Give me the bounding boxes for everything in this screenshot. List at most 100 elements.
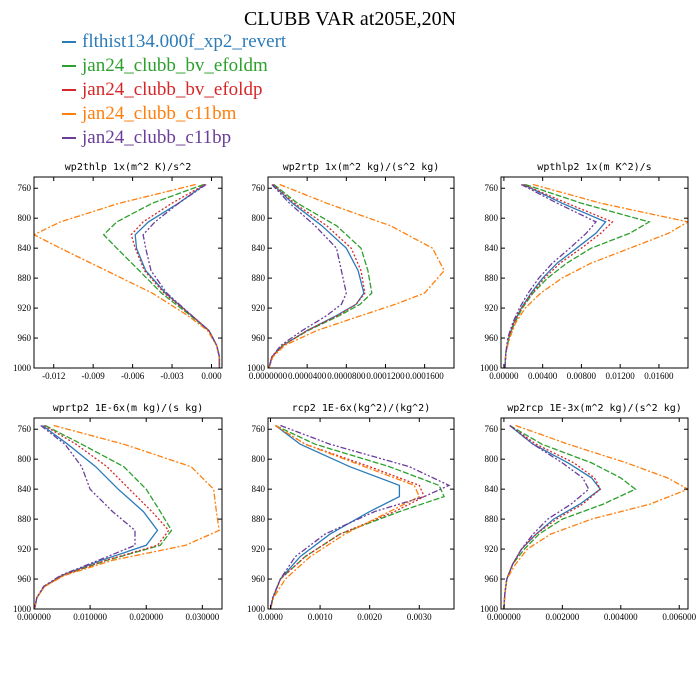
panel-title: rcp2 1E-6x(kg^2)/(kg^2) — [292, 403, 430, 414]
x-tick-label: 0.000000 — [487, 612, 521, 622]
panel-frame — [500, 176, 689, 369]
y-tick-label: 920 — [18, 544, 32, 554]
x-tick-label: 0.0000400 — [288, 371, 327, 381]
series-group — [34, 183, 221, 368]
panel: wprtp2 1E-6x(m kg)/(s kg) 760 800 840 880 920… — [13, 403, 223, 622]
series-line — [102, 183, 221, 368]
series-line — [503, 424, 590, 609]
y-tick-label: 920 — [485, 544, 499, 554]
y-tick-label: 1000 — [13, 363, 32, 373]
x-tick-label: 0.0030 — [407, 612, 432, 622]
panel-title: wp2rcp 1E-3x(m^2 kg)/(s^2 kg) — [507, 403, 682, 414]
x-tick-label: 0.000 — [201, 371, 222, 381]
x-tick-label: 0.0001600 — [406, 371, 445, 381]
y-tick-label: 880 — [485, 514, 499, 524]
y-tick-label: 920 — [252, 544, 266, 554]
y-tick-label: 840 — [252, 243, 266, 253]
y-tick-label: 1000 — [13, 604, 32, 614]
y-tick-label: 880 — [18, 514, 32, 524]
series-group — [504, 183, 688, 368]
panel: wp2rcp 1E-3x(m^2 kg)/(s^2 kg) 760 800 840 88… — [480, 403, 697, 622]
panel-frame — [33, 176, 223, 369]
x-tick-label: 0.004000 — [604, 612, 638, 622]
panel-frame — [33, 417, 223, 610]
y-tick-label: 800 — [252, 454, 266, 464]
x-tick-label: 0.0000000 — [249, 371, 288, 381]
legend-item: jan24_clubb_c11bp — [62, 126, 286, 150]
x-tick-label: 0.000000 — [17, 612, 51, 622]
series-line — [268, 184, 365, 368]
y-tick-label: 880 — [252, 273, 266, 283]
legend-swatch — [62, 113, 76, 115]
series-line — [504, 183, 607, 368]
series-line — [269, 424, 421, 609]
x-tick-label: -0.006 — [121, 371, 145, 381]
series-line — [268, 184, 347, 368]
series-line — [503, 424, 688, 609]
series-line — [503, 424, 637, 609]
panel: rcp2 1E-6x(kg^2)/(kg^2) 760 800 840 880 920 96… — [247, 403, 455, 622]
x-tick-label: 0.010000 — [73, 612, 107, 622]
legend: flthist134.000f_xp2_revert jan24_clubb_b… — [62, 30, 286, 150]
x-tick-label: 0.00400 — [528, 371, 558, 381]
legend-item: jan24_clubb_bv_efoldp — [62, 78, 286, 102]
y-tick-label: 800 — [18, 454, 32, 464]
series-line — [504, 183, 598, 368]
legend-item: jan24_clubb_bv_efoldm — [62, 54, 286, 78]
panel: wp2rtp 1x(m^2 kg)/(s^2 kg) 760 800 840 880 92… — [247, 162, 455, 381]
y-tick-label: 800 — [485, 454, 499, 464]
x-tick-label: -0.009 — [82, 371, 106, 381]
y-tick-label: 960 — [252, 333, 266, 343]
series-line — [142, 183, 221, 368]
panel-title: wpthlp2 1x(m K^2)/s — [537, 162, 651, 173]
x-tick-label: 0.0020 — [357, 612, 382, 622]
panel-frame — [267, 417, 455, 610]
y-tick-label: 960 — [485, 574, 499, 584]
series-line — [134, 183, 221, 368]
series-group — [503, 424, 688, 609]
y-tick-label: 760 — [18, 183, 32, 193]
series-line — [34, 183, 221, 368]
y-tick-label: 920 — [252, 303, 266, 313]
x-tick-label: 0.006000 — [662, 612, 696, 622]
series-line — [503, 424, 602, 609]
x-tick-label: -0.012 — [42, 371, 65, 381]
y-tick-label: 800 — [485, 213, 499, 223]
y-tick-label: 880 — [18, 273, 32, 283]
y-tick-label: 960 — [485, 333, 499, 343]
x-tick-label: 0.0000 — [258, 612, 283, 622]
y-tick-label: 1000 — [480, 604, 499, 614]
y-tick-label: 960 — [18, 333, 32, 343]
x-tick-label: 0.00800 — [567, 371, 597, 381]
y-tick-label: 800 — [18, 213, 32, 223]
x-tick-label: 0.01200 — [606, 371, 636, 381]
figure-title: CLUBB VAR at205E,20N — [243, 8, 457, 30]
y-tick-label: 1000 — [247, 363, 266, 373]
y-tick-label: 960 — [18, 574, 32, 584]
y-tick-label: 760 — [252, 424, 266, 434]
y-tick-label: 1000 — [480, 363, 499, 373]
y-tick-label: 920 — [18, 303, 32, 313]
series-line — [503, 424, 602, 609]
panel-title: wp2rtp 1x(m^2 kg)/(s^2 kg) — [283, 162, 440, 173]
legend-item: flthist134.000f_xp2_revert — [62, 30, 286, 54]
series-line — [34, 424, 220, 609]
y-tick-label: 920 — [485, 303, 499, 313]
legend-label: jan24_clubb_bv_efoldp — [82, 79, 263, 100]
x-tick-label: -0.003 — [160, 371, 184, 381]
y-tick-label: 760 — [18, 424, 32, 434]
x-tick-label: 0.0001200 — [366, 371, 405, 381]
y-tick-label: 840 — [485, 243, 499, 253]
panel-title: wprtp2 1E-6x(m kg)/(s kg) — [53, 403, 204, 414]
y-tick-label: 880 — [485, 273, 499, 283]
x-tick-label: 0.0010 — [308, 612, 333, 622]
legend-swatch — [62, 65, 76, 67]
y-tick-label: 880 — [252, 514, 266, 524]
legend-item: jan24_clubb_c11bm — [62, 102, 286, 126]
series-line — [269, 424, 426, 609]
series-line — [268, 183, 445, 368]
x-tick-label: 0.030000 — [185, 612, 219, 622]
legend-swatch — [62, 137, 76, 139]
